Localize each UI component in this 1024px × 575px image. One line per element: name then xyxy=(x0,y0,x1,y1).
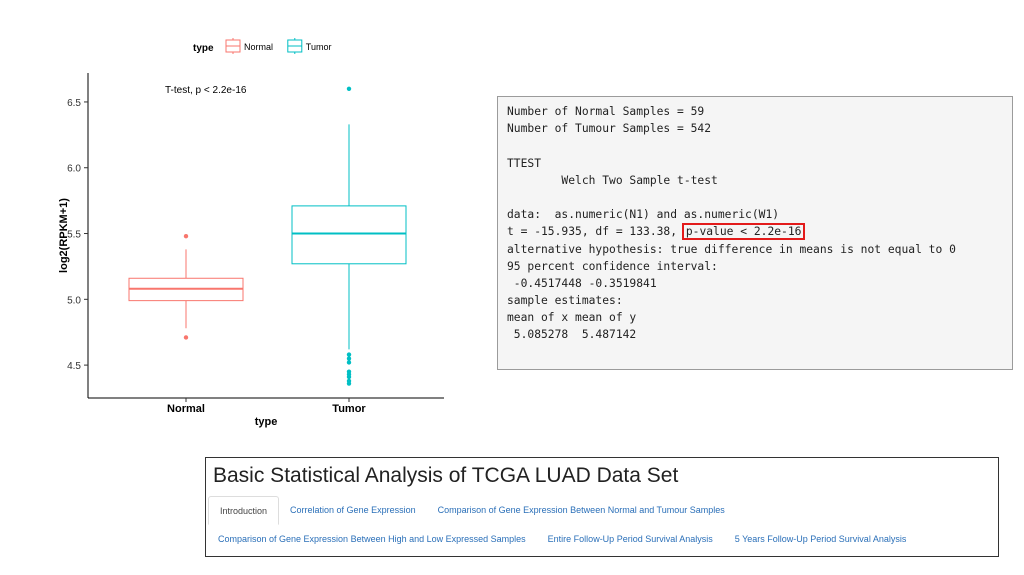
x-tick-label: Tumor xyxy=(332,403,366,415)
shiny-app-panel: Basic Statistical Analysis of TCGA LUAD … xyxy=(205,457,999,557)
console-line: alternative hypothesis: true difference … xyxy=(507,242,956,256)
console-line: sample estimates: xyxy=(507,294,623,308)
console-line: Welch Two Sample t-test xyxy=(507,173,718,187)
legend-title: type xyxy=(193,43,214,54)
console-line: Number of Tumour Samples = 542 xyxy=(507,122,712,136)
legend-key-normal xyxy=(225,38,241,54)
outlier-point xyxy=(346,381,352,386)
ttest-annotation: T-test, p < 2.2e-16 xyxy=(165,85,247,96)
console-line: 95 percent confidence interval: xyxy=(507,259,718,273)
console-line-t-statistic: t = -15.935, df = 133.38, p-value < 2.2e… xyxy=(507,223,1012,241)
boxplot-chart: type Normal Tumor 4.5 5.0 5.5 6.0 6.5 Normal Tumo… xyxy=(58,38,444,428)
y-tick-label: 6.0 xyxy=(67,164,81,175)
console-line: data: as.numeric(N1) and as.numeric(W1) xyxy=(507,208,780,222)
tab-entire-follow-up-survival[interactable]: Entire Follow-Up Period Survival Analysi… xyxy=(547,534,713,544)
app-title: Basic Statistical Analysis of TCGA LUAD … xyxy=(213,464,679,487)
x-axis-title: type xyxy=(255,416,278,428)
tab-row-1: Introduction Correlation of Gene Express… xyxy=(206,496,736,525)
console-line xyxy=(507,189,1012,206)
box-tumor xyxy=(291,86,407,386)
outlier-point xyxy=(346,374,352,380)
legend-label-tumor: Tumor xyxy=(306,42,332,52)
tab-normal-vs-tumour-comparison[interactable]: Comparison of Gene Expression Between No… xyxy=(437,505,725,515)
console-line: -0.4517448 -0.3519841 xyxy=(507,276,657,290)
y-tick-label: 5.5 xyxy=(67,230,81,241)
iqr-box xyxy=(291,205,407,265)
x-tick-label: Normal xyxy=(167,403,205,415)
console-line: 5.085278 5.487142 xyxy=(507,328,637,342)
tab-correlation-of-gene-expression[interactable]: Correlation of Gene Expression xyxy=(290,505,416,515)
tab-5-years-follow-up-survival[interactable]: 5 Years Follow-Up Period Survival Analys… xyxy=(734,534,907,544)
legend-key-tumor xyxy=(287,38,303,54)
box-normal xyxy=(128,233,244,340)
console-line-text: t = -15.935, df = 133.38, xyxy=(507,225,684,239)
y-tick-label: 4.5 xyxy=(67,361,81,372)
r-console-output: Number of Normal Samples = 59 Number of … xyxy=(497,96,1013,370)
outlier-point xyxy=(346,352,352,357)
console-line: TTEST xyxy=(507,156,542,170)
outlier-point xyxy=(346,356,352,361)
y-tick-label: 6.5 xyxy=(67,98,81,109)
outlier-point xyxy=(346,86,352,91)
console-line: mean of x mean of y xyxy=(507,311,637,325)
y-tick-label: 5.0 xyxy=(67,295,81,306)
console-line xyxy=(507,137,1012,154)
tab-introduction[interactable]: Introduction xyxy=(208,496,280,525)
console-line: Number of Normal Samples = 59 xyxy=(507,105,705,118)
tab-high-vs-low-comparison[interactable]: Comparison of Gene Expression Between Hi… xyxy=(218,534,526,544)
tab-row-2: Comparison of Gene Expression Between Hi… xyxy=(206,525,917,554)
p-value-highlight: p-value < 2.2e-16 xyxy=(681,223,806,241)
y-axis-title: log2(RPKM+1) xyxy=(58,198,70,273)
outlier-point xyxy=(346,360,352,365)
legend-label-normal: Normal xyxy=(244,42,273,52)
outlier-point xyxy=(183,335,189,340)
outlier-point xyxy=(183,233,189,239)
